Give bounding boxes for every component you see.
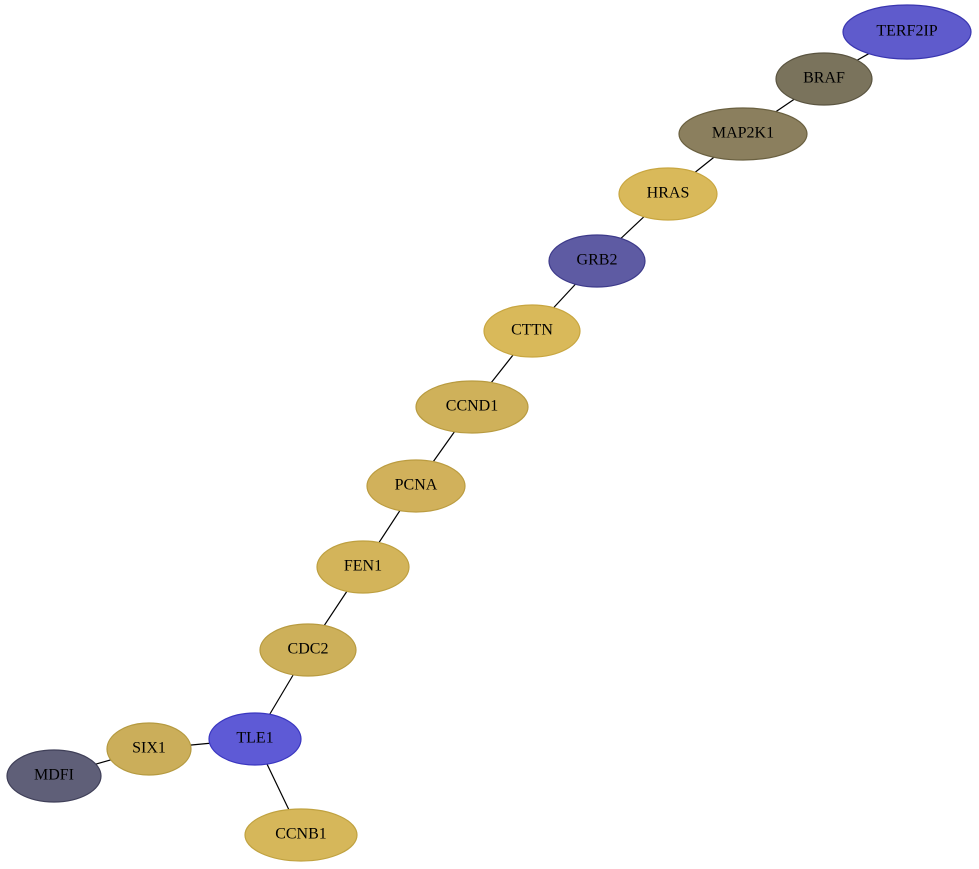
node: GRB2 xyxy=(548,234,646,288)
node-label: MAP2K1 xyxy=(712,125,774,142)
node: BRAF xyxy=(775,52,873,106)
node: SIX1 xyxy=(106,722,192,776)
node-shape xyxy=(678,107,808,161)
node: MAP2K1 xyxy=(678,107,808,161)
node: PCNA xyxy=(366,459,466,513)
node-shape xyxy=(366,459,466,513)
node-shape xyxy=(618,167,718,221)
node-label: GRB2 xyxy=(577,252,618,269)
node-label: PCNA xyxy=(395,477,438,494)
node: MDFI xyxy=(6,749,102,803)
node-label: TERF2IP xyxy=(876,23,937,40)
node: TLE1 xyxy=(208,712,302,766)
node-shape xyxy=(842,4,972,60)
node-label: FEN1 xyxy=(344,558,382,575)
node-shape xyxy=(415,380,529,434)
node-label: CCND1 xyxy=(446,398,498,415)
node-label: CTTN xyxy=(511,322,553,339)
node-label: CDC2 xyxy=(288,641,329,658)
node: CCNB1 xyxy=(244,808,358,862)
node: CDC2 xyxy=(259,623,357,677)
node-shape xyxy=(548,234,646,288)
node-shape xyxy=(106,722,192,776)
node: CTTN xyxy=(483,304,581,358)
node: CCND1 xyxy=(415,380,529,434)
node-label: TLE1 xyxy=(236,730,273,747)
node-shape xyxy=(483,304,581,358)
nodes: TERF2IP BRAF MAP2K1 HRAS GRB2 CTTN CCND1… xyxy=(6,4,972,862)
node-shape xyxy=(775,52,873,106)
node-shape xyxy=(244,808,358,862)
node-shape xyxy=(259,623,357,677)
node-shape xyxy=(208,712,302,766)
node-label: SIX1 xyxy=(132,740,166,757)
node-label: HRAS xyxy=(647,185,690,202)
node-shape xyxy=(6,749,102,803)
node-label: BRAF xyxy=(803,70,845,87)
node-shape xyxy=(316,540,410,594)
node-label: CCNB1 xyxy=(275,826,327,843)
node: HRAS xyxy=(618,167,718,221)
node: FEN1 xyxy=(316,540,410,594)
node-label: MDFI xyxy=(34,767,74,784)
node: TERF2IP xyxy=(842,4,972,60)
